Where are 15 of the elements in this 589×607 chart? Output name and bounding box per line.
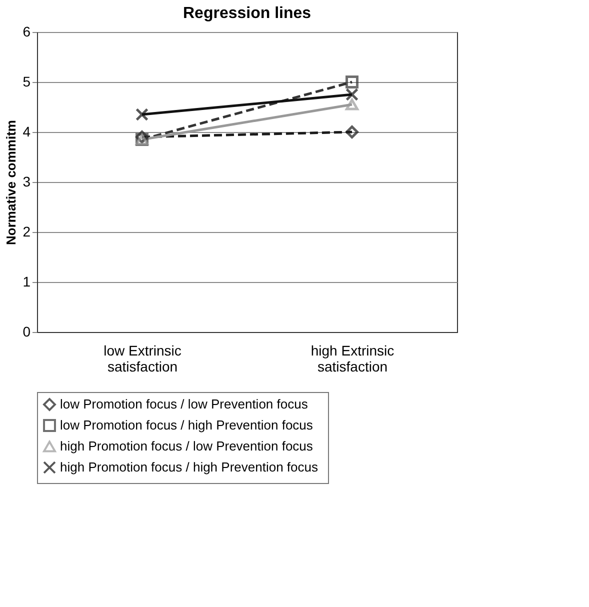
y-tick-label: 1 [22,274,31,290]
chart-title: Regression lines [182,5,312,22]
y-tick-label: 5 [22,74,31,90]
y-tick-label: 2 [22,224,31,240]
legend-label: high Promotion focus / low Prevention focus [60,438,314,454]
legend-label: low Promotion focus / low Prevention focus [60,396,308,412]
legend-label: low Promotion focus / high Prevention focus [60,418,314,432]
x-tick-label: high Extrinsic satisfaction [310,342,394,374]
legend-label: high Promotion focus / high Prevention focus [60,460,318,474]
y-tick-label: 6 [22,24,31,40]
y-tick-label: 0 [22,324,31,340]
y-tick-label: 3 [22,174,31,190]
y-tick-label: 4 [22,124,31,140]
x-tick-label: low Extrinsic satisfaction [104,342,182,374]
y-axis-title: Normative commitm [4,120,19,245]
